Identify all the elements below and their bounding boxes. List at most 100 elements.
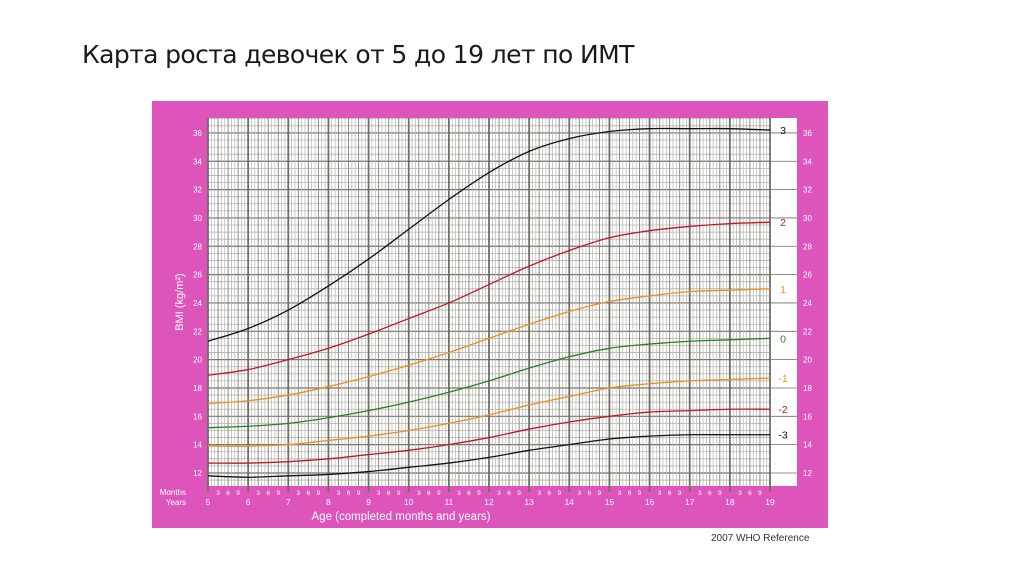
x-tick-year: 17 [685, 497, 695, 507]
x-tick-month: 3 [738, 490, 742, 497]
x-tick-month: 6 [547, 490, 551, 497]
y-tick-label: 24 [193, 299, 202, 308]
y-tick-label: 34 [193, 157, 202, 166]
x-tick-month: 9 [678, 490, 682, 497]
x-tick-year: 5 [206, 497, 211, 507]
y-tick-label: 34 [803, 157, 812, 166]
x-tick-year: 6 [246, 497, 251, 507]
y-tick-label: 12 [193, 469, 202, 478]
y-tick-label: 22 [803, 327, 812, 336]
x-tick-month: 6 [226, 490, 230, 497]
x-tick-month: 6 [347, 490, 351, 497]
y-tick-label: 26 [193, 271, 202, 280]
y-tick-label: 32 [193, 186, 202, 195]
zscore-label: -2 [778, 404, 787, 416]
x-tick-month: 3 [537, 490, 541, 497]
x-tick-month: 3 [658, 490, 662, 497]
x-tick-month: 9 [517, 490, 521, 497]
x-tick-month: 6 [588, 490, 592, 497]
x-tick-year: 18 [725, 497, 735, 507]
x-tick-month: 9 [236, 490, 240, 497]
x-tick-month: 9 [477, 490, 481, 497]
x-tick-month: 9 [357, 490, 361, 497]
x-tick-month: 9 [718, 490, 722, 497]
zscore-label: 1 [780, 284, 786, 296]
y-tick-label: 28 [803, 242, 812, 251]
x-tick-month: 9 [397, 490, 401, 497]
x-tick-year: 7 [286, 497, 291, 507]
x-tick-month: 3 [377, 490, 381, 497]
months-row-label: Months [160, 488, 186, 497]
y-tick-label: 16 [193, 412, 202, 421]
y-tick-label: 26 [803, 271, 812, 280]
x-tick-month: 9 [758, 490, 762, 497]
x-axis-title: Age (completed months and years) [312, 511, 491, 523]
x-tick-year: 11 [444, 497, 453, 507]
x-tick-month: 9 [638, 490, 642, 497]
x-tick-month: 6 [307, 490, 311, 497]
x-tick-month: 9 [276, 490, 280, 497]
zscore-label: 3 [780, 125, 786, 137]
x-tick-month: 6 [628, 490, 632, 497]
zscore-curves [207, 127, 771, 478]
x-tick-month: 3 [216, 490, 220, 497]
x-tick-month: 3 [698, 490, 702, 497]
y-tick-label: 14 [193, 441, 202, 450]
y-tick-label: 18 [803, 384, 812, 393]
zscore-curve--1 [207, 377, 771, 447]
zscore-label-strip [770, 118, 797, 486]
reference-footer: 2007 WHO Reference [711, 533, 810, 544]
zscore-curve--3 [207, 433, 770, 478]
zscore-curve--2 [207, 408, 771, 464]
x-tick-month: 6 [708, 490, 712, 497]
zscore-label: 2 [780, 217, 786, 229]
years-row-label: Years [166, 498, 186, 507]
x-tick-year: 12 [484, 497, 494, 507]
x-tick-year: 15 [605, 497, 615, 507]
y-tick-label: 12 [803, 469, 812, 478]
x-tick-month: 6 [266, 490, 270, 497]
zscore-label: -1 [778, 373, 787, 385]
x-tick-month: 3 [497, 490, 501, 497]
x-tick-year: 16 [645, 497, 655, 507]
y-tick-label: 22 [193, 327, 202, 336]
x-tick-month: 6 [668, 490, 672, 497]
y-tick-label: 14 [803, 441, 812, 450]
x-tick-month: 9 [317, 490, 321, 497]
x-tick-month: 3 [417, 490, 421, 497]
x-tick-month: 3 [578, 490, 582, 497]
chart-grid [207, 118, 797, 492]
x-tick-month: 3 [337, 490, 341, 497]
x-tick-year: 9 [366, 497, 371, 507]
y-tick-label: 36 [193, 129, 202, 138]
y-tick-label: 36 [803, 129, 812, 138]
y-tick-label: 30 [193, 214, 202, 223]
x-tick-month: 6 [427, 490, 431, 497]
x-tick-year: 19 [765, 497, 775, 507]
x-tick-month: 6 [467, 490, 471, 497]
y-tick-label: 20 [803, 356, 812, 365]
x-tick-month: 9 [557, 490, 561, 497]
x-tick-month: 6 [748, 490, 752, 497]
zscore-curve-3 [207, 127, 771, 342]
x-tick-year: 8 [326, 497, 331, 507]
y-tick-label: 18 [193, 384, 202, 393]
y-tick-label: 32 [803, 186, 812, 195]
x-tick-month: 3 [256, 490, 260, 497]
slide-title: Карта роста девочек от 5 до 19 лет по ИМ… [82, 40, 634, 69]
x-tick-month: 3 [618, 490, 622, 497]
x-tick-month: 3 [297, 490, 301, 497]
x-tick-year: 10 [404, 497, 414, 507]
y-tick-label: 28 [193, 242, 202, 251]
y-tick-label: 24 [803, 299, 812, 308]
zscore-curve-0 [207, 337, 771, 429]
x-tick-month: 9 [437, 490, 441, 497]
y-tick-label: 16 [803, 412, 812, 421]
zscore-curve-1 [207, 288, 771, 405]
y-tick-label: 20 [193, 356, 202, 365]
x-tick-year: 14 [565, 497, 575, 507]
x-tick-month: 6 [507, 490, 511, 497]
y-tick-label: 30 [803, 214, 812, 223]
